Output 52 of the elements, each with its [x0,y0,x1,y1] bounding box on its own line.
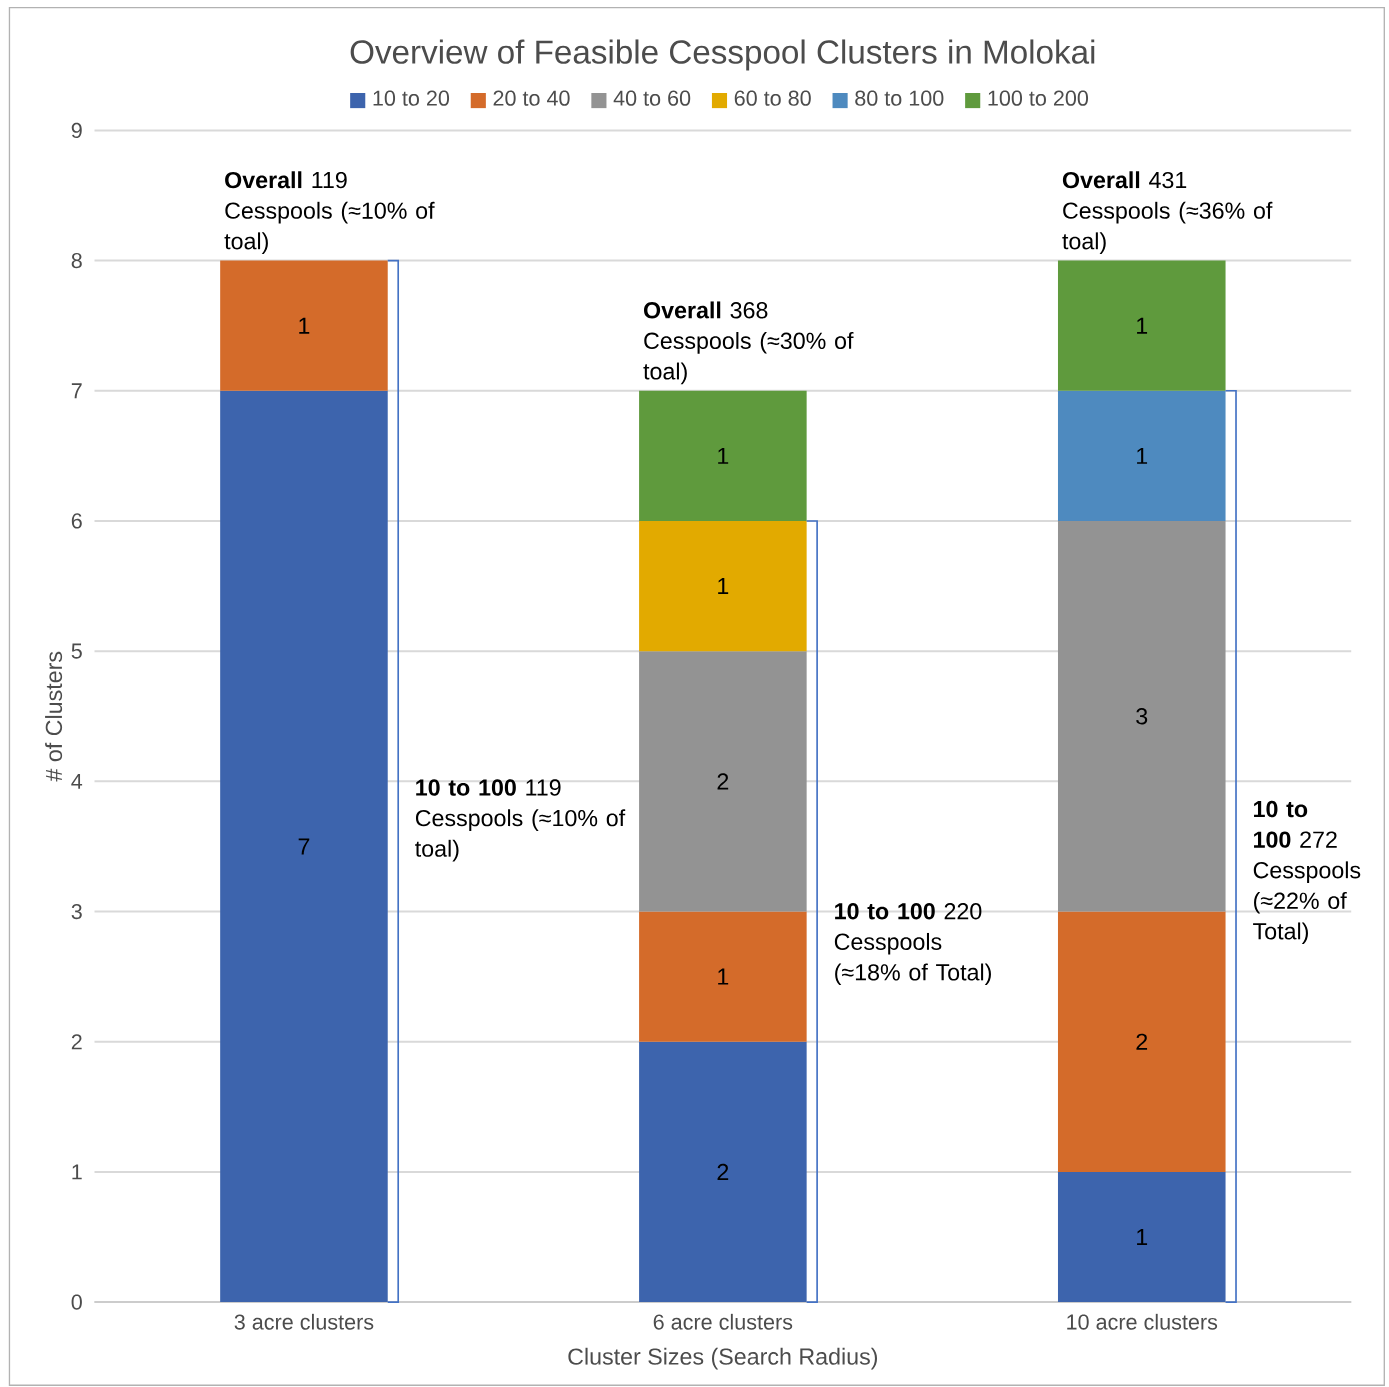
bar [1057,520,1226,912]
data-label: 2 [717,1163,729,1180]
y-tick-label: 8 [71,252,82,269]
y-tick-label: 3 [71,903,82,920]
data-label: 1 [718,447,729,464]
data-label: 1 [718,968,729,985]
annotation: 10 to 100 119 Cesspools (≈10% of toal) [415,779,626,862]
annotation: 10 to 100 272 Cesspools (≈22% of Total) [1253,800,1361,945]
data-label: 3 [1136,707,1148,725]
bar [639,911,807,1042]
bar [1057,1171,1226,1303]
data-label: 1 [718,578,729,594]
legend-label: 80 to 100 [855,90,944,106]
x-tick-label: 3 acre clusters [234,1313,374,1330]
data-label: 1 [1137,317,1148,334]
bar [639,651,807,912]
annotation: Overall 431 Cesspools (≈36% of toal) [1062,171,1273,254]
legend-label: 40 to 60 [613,90,691,106]
data-label: 1 [299,317,310,334]
bar [1057,260,1226,391]
bar [639,390,807,521]
data-label: 2 [1136,1033,1148,1050]
chart-title: Overview of Feasible Cesspool Clusters in Molokai [350,39,1095,71]
x-axis-title: Cluster Sizes (Search Radius) [568,1347,878,1370]
y-tick-label: 4 [71,773,83,789]
y-tick-label: 7 [71,383,82,399]
data-label: 1 [1137,1228,1148,1245]
y-tick-label: 9 [71,122,82,138]
y-tick-label: 0 [71,1294,82,1310]
bar [1057,390,1226,521]
data-label: 2 [717,773,729,790]
y-tick-label: 1 [72,1164,82,1180]
data-label: 7 [298,838,310,855]
x-tick-label: 10 acre clusters [1067,1313,1218,1330]
annotation: Overall 119 Cesspools (≈10% of toal) [224,171,435,254]
bar [220,390,388,1303]
y-tick-label: 5 [71,643,82,659]
data-label: 1 [1137,447,1148,464]
x-tick-label: 6 acre clusters [653,1313,793,1330]
y-tick-label: 6 [71,513,82,529]
y-axis-title: # of Clusters [45,651,63,782]
annotation: Overall 368 Cesspools (≈30% of toal) [643,301,854,385]
y-tick-label: 2 [71,1034,82,1050]
legend-label: 10 to 20 [373,90,450,106]
bar [639,520,807,652]
bar [639,1041,807,1303]
legend-label: 60 to 80 [734,90,811,106]
annotation: 10 to 100 220 Cesspools (≈18% of Total) [834,902,991,986]
bar [1057,911,1226,1172]
legend-label: 100 to 200 [988,90,1089,106]
bar [220,260,388,391]
legend-label: 20 to 40 [493,90,570,106]
